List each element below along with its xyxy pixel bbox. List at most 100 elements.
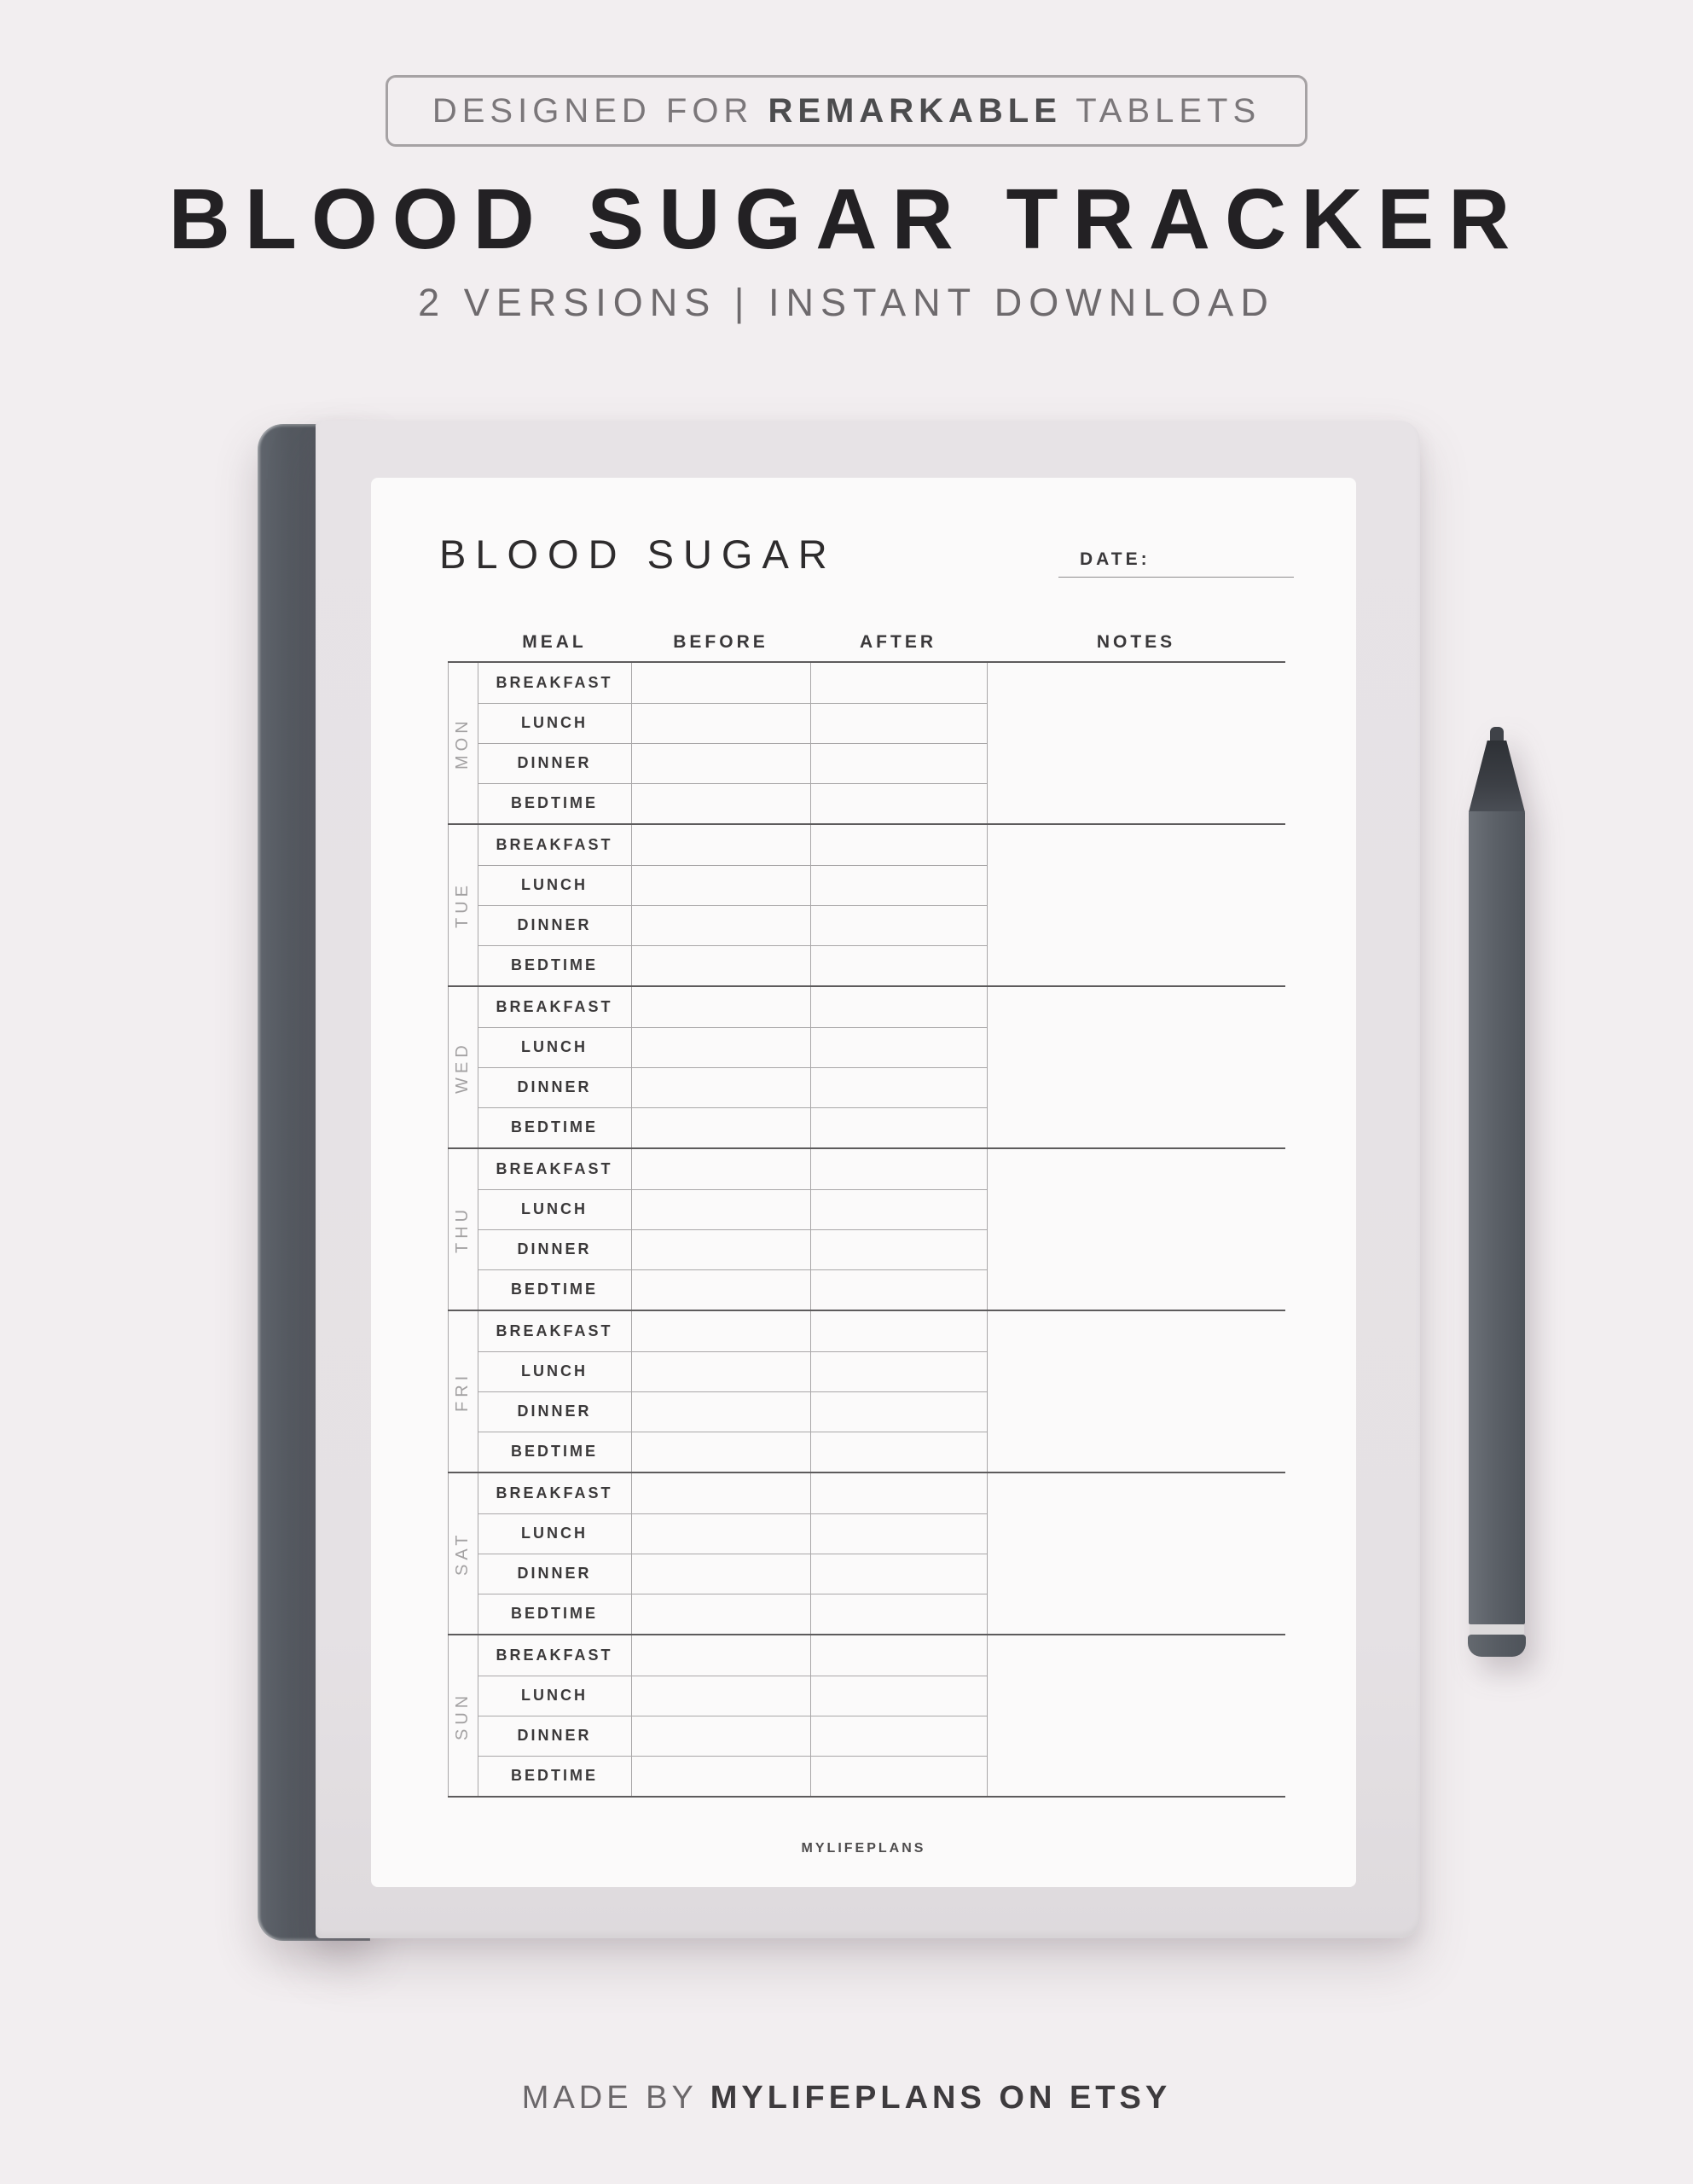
row-divider-line <box>478 1391 987 1392</box>
meal-label-tue-bedtime: BEDTIME <box>511 956 598 973</box>
table-vertical-line-left <box>448 663 449 1798</box>
after-cell-tue-bedtime <box>810 945 987 985</box>
before-cell-sat-breakfast <box>631 1473 810 1513</box>
stylus-end-cap <box>1468 1635 1526 1657</box>
before-cell-thu-lunch <box>631 1189 810 1229</box>
after-cell-sun-dinner <box>810 1716 987 1756</box>
product-title: BLOOD SUGAR TRACKER <box>168 171 1525 267</box>
meal-label-thu-dinner: DINNER <box>517 1240 592 1258</box>
tracker-table: MON BREAKFAST LUNCH DINNER BEDTIME TUE BREAKFA… <box>448 661 1285 1798</box>
before-cell-sat-dinner <box>631 1554 810 1594</box>
row-divider-line <box>478 1513 987 1514</box>
before-cell-wed-lunch <box>631 1027 810 1067</box>
row-divider-line <box>478 1027 987 1028</box>
after-cell-fri-lunch <box>810 1351 987 1391</box>
meal-label-wed-bedtime: BEDTIME <box>511 1118 598 1136</box>
day-label-sat: SAT <box>453 1531 472 1577</box>
meal-label-sat-dinner: DINNER <box>517 1565 592 1582</box>
after-cell-sat-breakfast <box>810 1473 987 1513</box>
tablet-body: BLOOD SUGAR DATE: MEAL BEFORE AFTER NOTE… <box>316 421 1420 1938</box>
day-section-thu: THU BREAKFAST LUNCH DINNER BEDTIME <box>448 1149 1285 1311</box>
meal-label-sun-dinner: DINNER <box>517 1727 592 1744</box>
before-cell-wed-bedtime <box>631 1107 810 1147</box>
before-cell-sun-bedtime <box>631 1756 810 1796</box>
before-cell-fri-lunch <box>631 1351 810 1391</box>
meal-label-fri-lunch: LUNCH <box>521 1362 588 1380</box>
meal-label-mon-breakfast: BREAKFAST <box>496 674 613 691</box>
after-cell-mon-dinner <box>810 743 987 783</box>
day-section-wed: WED BREAKFAST LUNCH DINNER BEDTIME <box>448 987 1285 1149</box>
day-section-sun: SUN BREAKFAST LUNCH DINNER BEDTIME <box>448 1635 1285 1798</box>
remarkable-badge: DESIGNED FOR REMARKABLE TABLETS <box>385 75 1308 147</box>
notes-cell-sun <box>987 1635 1285 1796</box>
after-cell-fri-bedtime <box>810 1432 987 1472</box>
day-label-thu: THU <box>453 1205 472 1254</box>
date-label: DATE: <box>1080 549 1151 569</box>
after-cell-wed-bedtime <box>810 1107 987 1147</box>
row-divider-line <box>478 945 987 946</box>
before-cell-tue-dinner <box>631 905 810 945</box>
after-cell-thu-lunch <box>810 1189 987 1229</box>
tablet-screen: BLOOD SUGAR DATE: MEAL BEFORE AFTER NOTE… <box>371 478 1356 1887</box>
row-divider-line <box>478 1107 987 1108</box>
meal-label-fri-breakfast: BREAKFAST <box>496 1322 613 1339</box>
column-header-before: BEFORE <box>673 632 768 652</box>
after-cell-thu-dinner <box>810 1229 987 1269</box>
after-cell-wed-dinner <box>810 1067 987 1107</box>
before-cell-tue-breakfast <box>631 825 810 865</box>
before-cell-sun-lunch <box>631 1676 810 1716</box>
after-cell-sat-dinner <box>810 1554 987 1594</box>
before-cell-fri-bedtime <box>631 1432 810 1472</box>
stylus <box>1468 727 1526 1658</box>
after-cell-thu-breakfast <box>810 1149 987 1189</box>
page-title: BLOOD SUGAR <box>439 531 837 577</box>
before-cell-wed-dinner <box>631 1067 810 1107</box>
row-divider-line <box>478 865 987 866</box>
hero-header: DESIGNED FOR REMARKABLE TABLETS BLOOD SU… <box>0 0 1693 325</box>
meal-label-wed-lunch: LUNCH <box>521 1038 588 1055</box>
day-label-wed: WED <box>453 1041 472 1094</box>
column-header-meal: MEAL <box>522 632 587 652</box>
row-divider-line <box>478 743 987 744</box>
row-divider-line <box>478 905 987 906</box>
after-cell-mon-breakfast <box>810 663 987 703</box>
meal-label-sat-breakfast: BREAKFAST <box>496 1484 613 1502</box>
row-divider-line <box>478 1351 987 1352</box>
after-cell-mon-bedtime <box>810 783 987 823</box>
column-header-notes: NOTES <box>1096 632 1176 652</box>
meal-label-tue-lunch: LUNCH <box>521 876 588 893</box>
row-divider-line <box>478 1756 987 1757</box>
meal-label-wed-breakfast: BREAKFAST <box>496 998 613 1015</box>
table-vertical-line-before-after <box>810 663 811 1798</box>
day-label-sun: SUN <box>453 1691 472 1740</box>
day-section-fri: FRI BREAKFAST LUNCH DINNER BEDTIME <box>448 1311 1285 1473</box>
before-cell-mon-lunch <box>631 703 810 743</box>
badge-brand-text: REMARKABLE <box>768 92 1062 130</box>
after-cell-fri-breakfast <box>810 1311 987 1351</box>
before-cell-wed-breakfast <box>631 987 810 1027</box>
before-cell-tue-bedtime <box>631 945 810 985</box>
notes-cell-fri <box>987 1311 1285 1472</box>
row-divider-line <box>478 1189 987 1190</box>
day-label-mon: MON <box>453 717 472 770</box>
before-cell-thu-bedtime <box>631 1269 810 1310</box>
notes-cell-tue <box>987 825 1285 985</box>
before-cell-mon-breakfast <box>631 663 810 703</box>
after-cell-sun-breakfast <box>810 1635 987 1676</box>
before-cell-mon-dinner <box>631 743 810 783</box>
before-cell-tue-lunch <box>631 865 810 905</box>
meal-label-tue-breakfast: BREAKFAST <box>496 836 613 853</box>
day-section-tue: TUE BREAKFAST LUNCH DINNER BEDTIME <box>448 825 1285 987</box>
before-cell-sat-lunch <box>631 1513 810 1554</box>
meal-label-thu-bedtime: BEDTIME <box>511 1281 598 1298</box>
column-header-after: AFTER <box>860 632 936 652</box>
before-cell-thu-breakfast <box>631 1149 810 1189</box>
meal-label-sat-bedtime: BEDTIME <box>511 1605 598 1622</box>
after-cell-tue-lunch <box>810 865 987 905</box>
meal-label-sun-bedtime: BEDTIME <box>511 1767 598 1784</box>
stylus-ring <box>1470 1624 1524 1635</box>
before-cell-sat-bedtime <box>631 1594 810 1634</box>
before-cell-mon-bedtime <box>631 783 810 823</box>
after-cell-thu-bedtime <box>810 1269 987 1310</box>
before-cell-thu-dinner <box>631 1229 810 1269</box>
